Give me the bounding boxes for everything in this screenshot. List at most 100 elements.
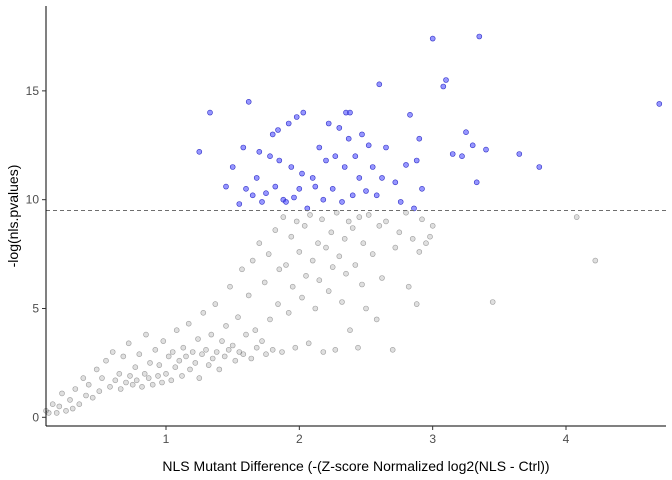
nonsignificant-point: [343, 270, 349, 277]
y-axis-title: -log(nls.pvalues): [5, 165, 21, 268]
significant-point: [397, 199, 404, 205]
significant-point: [236, 201, 243, 207]
nonsignificant-point: [328, 229, 335, 236]
nonsignificant-point: [199, 351, 205, 358]
significant-point: [476, 33, 483, 40]
nonsignificant-point: [183, 353, 189, 360]
nonsignificant-point: [256, 240, 263, 246]
significant-point: [463, 129, 469, 135]
nonsignificant-point: [592, 257, 599, 264]
significant-point: [483, 146, 489, 153]
nonsignificant-point: [253, 344, 260, 351]
nonsignificant-point: [336, 253, 343, 260]
nonsignificant-point: [93, 366, 100, 373]
nonsignificant-point: [160, 338, 167, 344]
significant-point: [429, 35, 436, 42]
nonsignificant-point: [159, 379, 165, 386]
nonsignificant-point: [133, 377, 140, 384]
nonsignificant-point: [205, 362, 212, 368]
significant-point: [207, 109, 213, 116]
y-tick-label: 5: [32, 301, 39, 315]
significant-point: [473, 179, 480, 186]
nonsignificant-point: [312, 305, 319, 312]
significant-point: [275, 127, 281, 133]
nonsignificant-point: [139, 383, 145, 390]
nonsignificant-point: [96, 388, 103, 395]
significant-point: [259, 199, 265, 205]
significant-point: [449, 151, 456, 157]
significant-point: [323, 157, 329, 164]
nonsignificant-point: [341, 236, 348, 242]
y-tick-label: 10: [26, 193, 40, 207]
significant-point: [249, 192, 256, 199]
nonsignificant-point: [252, 327, 259, 334]
nonsignificant-point: [213, 349, 220, 355]
nonsignificant-point: [129, 381, 136, 388]
significant-point: [240, 144, 247, 151]
nonsignificant-point: [280, 214, 287, 220]
significant-point: [309, 175, 316, 181]
significant-point: [263, 190, 269, 196]
nonsignificant-point: [296, 249, 303, 255]
nonsignificant-point: [179, 373, 185, 379]
nonsignificant-point: [107, 383, 113, 390]
nonsignificant-point: [99, 375, 105, 381]
nonsignificant-point: [120, 353, 127, 360]
significant-point: [276, 157, 283, 164]
nonsignificant-point: [103, 357, 109, 364]
y-axis-ticks: 0 5 10 15: [26, 84, 46, 424]
significant-point: [516, 151, 523, 157]
nonsignificant-point: [339, 299, 345, 305]
nonsignificant-point: [305, 340, 312, 347]
nonsignificant-point: [76, 401, 83, 408]
nonsignificant-point: [236, 349, 243, 355]
y-tick-label: 0: [32, 410, 39, 424]
nonsignificant-point: [355, 344, 361, 351]
nonsignificant-point: [219, 338, 225, 344]
nonsignificant-point: [145, 375, 152, 381]
x-tick-label: 2: [296, 432, 303, 446]
nonsignificant-point: [263, 351, 269, 358]
significant-point: [365, 142, 372, 149]
nonsignificant-point: [85, 381, 92, 388]
significant-point: [223, 183, 229, 190]
significant-point: [253, 175, 260, 181]
nonsignificant-point: [89, 394, 96, 401]
nonsignificant-point: [349, 225, 356, 231]
nonsignificant-point: [315, 240, 321, 246]
nonsignificant-point: [383, 218, 389, 225]
nonsignificant-point: [132, 364, 139, 371]
nonsignificant-point: [232, 357, 239, 364]
nonsignificant-point: [303, 272, 309, 279]
significant-point: [300, 109, 307, 116]
nonsignificant-point: [149, 381, 156, 388]
significant-point: [269, 131, 276, 138]
significant-point: [413, 157, 420, 164]
nonsignificant-point: [307, 212, 313, 218]
significant-point: [229, 164, 236, 170]
significant-point: [272, 183, 279, 190]
nonsignificant-point: [67, 397, 73, 403]
nonsignificant-point: [123, 379, 129, 386]
points-layer: [43, 33, 663, 416]
significant-point: [296, 186, 303, 192]
significant-point: [299, 170, 305, 177]
nonsignificant-point: [208, 331, 215, 338]
nonsignificant-point: [427, 233, 433, 240]
significant-point: [291, 194, 297, 201]
significant-point: [341, 164, 348, 170]
nonsignificant-point: [316, 277, 323, 284]
nonsignificant-point: [245, 292, 252, 299]
significant-point: [329, 186, 336, 192]
nonsignificant-point: [301, 223, 308, 229]
nonsignificant-point: [163, 370, 169, 377]
significant-point: [288, 164, 295, 170]
nonsignificant-point: [369, 251, 376, 257]
significant-point: [196, 149, 203, 155]
nonsignificant-point: [192, 360, 199, 366]
y-tick-label: 15: [26, 84, 40, 98]
significant-point: [325, 120, 332, 127]
nonsignificant-point: [216, 366, 223, 373]
nonsignificant-point: [229, 342, 236, 349]
nonsignificant-point: [329, 264, 336, 270]
